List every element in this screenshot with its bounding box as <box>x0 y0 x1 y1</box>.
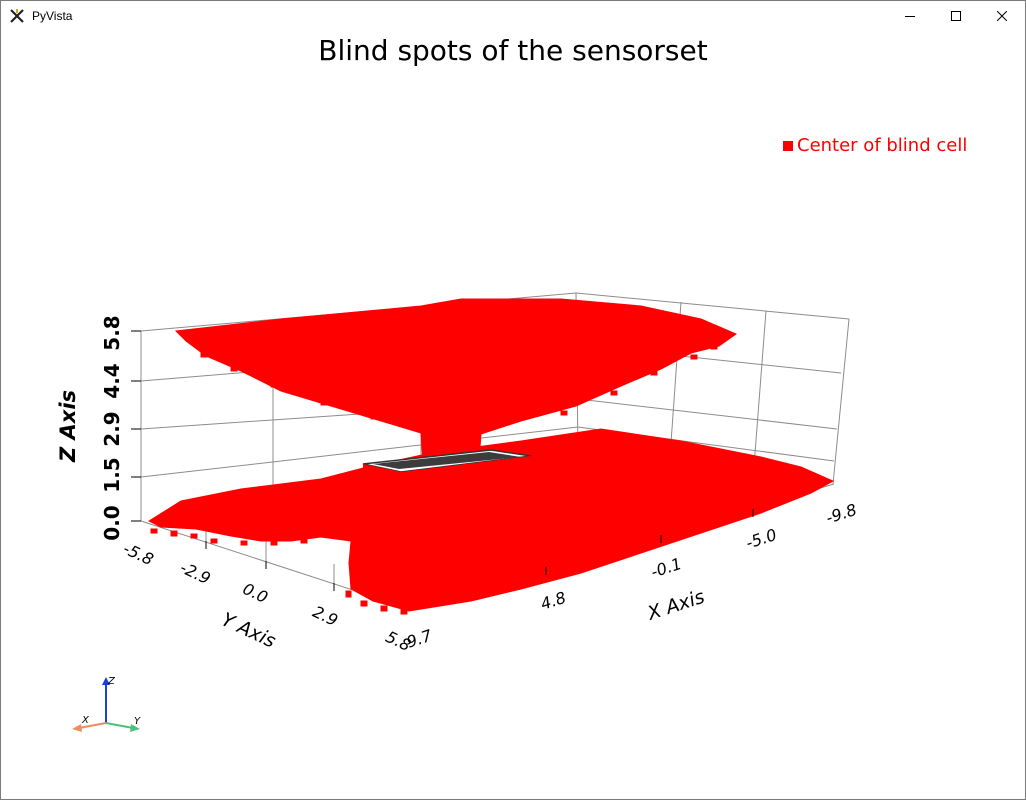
y-tick-label: -2.9 <box>177 558 213 588</box>
lower-blind-layer <box>147 428 835 612</box>
maximize-icon <box>951 11 961 21</box>
x-tick-label: -5.0 <box>744 525 780 553</box>
legend-swatch <box>783 140 793 151</box>
y-tick-label: 2.9 <box>310 602 341 630</box>
x-tick-label: -0.1 <box>649 554 685 582</box>
upper-blind-layer <box>174 298 738 464</box>
blind-cell-points <box>147 298 835 615</box>
close-icon <box>997 11 1007 21</box>
render-viewport[interactable]: Z Axis 0.0 1.5 2.9 4.4 5.8 -5.8 -2.9 0.0… <box>1 31 1025 799</box>
legend-label: Center of blind cell <box>797 135 968 156</box>
close-button[interactable] <box>979 1 1025 31</box>
z-tick-label: 0.0 <box>100 505 124 540</box>
sensor-platform <box>362 449 532 477</box>
plot-title: Blind spots of the sensorset <box>318 34 708 67</box>
z-arrow-icon <box>102 677 110 685</box>
x-tick-label: 4.8 <box>538 588 568 614</box>
y-axis-label: Y Axis <box>218 609 279 653</box>
z-tick-label: 1.5 <box>100 457 124 492</box>
x-arrow-icon <box>72 724 82 732</box>
z-tick-label: 2.9 <box>100 411 124 446</box>
title-bar[interactable]: PyVista <box>1 1 1025 31</box>
z-axis-label: Z Axis <box>56 390 80 463</box>
y-tick-label: -5.8 <box>120 539 156 569</box>
y-tick-label: 0.0 <box>240 579 271 607</box>
3d-scene[interactable]: Z Axis 0.0 1.5 2.9 4.4 5.8 -5.8 -2.9 0.0… <box>1 31 1025 799</box>
x-axis-label: X Axis <box>644 586 707 625</box>
x-tick-label: -9.8 <box>824 500 860 528</box>
sensor-top <box>373 452 521 469</box>
minimize-button[interactable] <box>887 1 933 31</box>
tick-marks <box>131 330 754 591</box>
y-arrow-icon <box>130 724 140 732</box>
x-tick-label: 9.7 <box>404 626 435 652</box>
minimize-icon <box>905 16 915 17</box>
orientation-widget[interactable]: Z Y X <box>72 676 141 732</box>
z-tick-label: 4.4 <box>100 363 124 398</box>
z-tick-label: 5.8 <box>100 315 124 350</box>
pyvista-logo-icon <box>10 9 24 23</box>
orientation-x-label: X <box>81 715 90 726</box>
legend: Center of blind cell <box>783 135 967 156</box>
window-title: PyVista <box>32 9 73 23</box>
maximize-button[interactable] <box>933 1 979 31</box>
orientation-y-label: Y <box>134 716 141 727</box>
orientation-z-label: Z <box>107 676 116 687</box>
